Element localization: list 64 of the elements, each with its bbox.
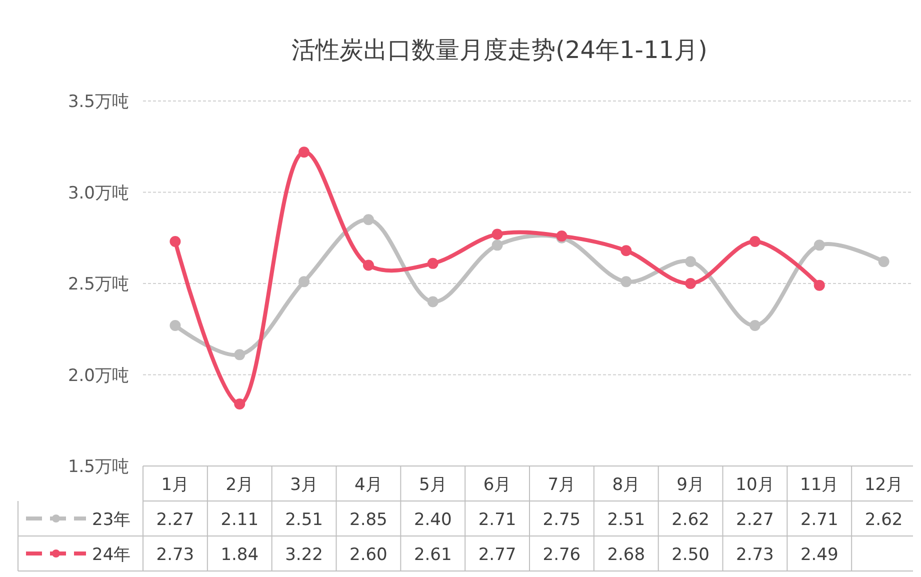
data-label: 2.11 [220, 510, 259, 530]
x-tick-label: 2月 [226, 475, 254, 495]
data-label: 2.77 [478, 545, 516, 565]
point [427, 296, 438, 308]
point [620, 276, 632, 288]
data-label: 2.76 [542, 545, 581, 565]
legend-label: 24年 [92, 545, 131, 565]
point [298, 276, 310, 288]
point [492, 240, 503, 251]
data-label: 2.27 [736, 510, 774, 530]
data-label: 2.62 [864, 510, 903, 530]
x-tick-label: 4月 [354, 475, 382, 495]
y-tick-label: 2.5万吨 [68, 274, 129, 294]
data-label: 2.51 [607, 510, 646, 530]
point [749, 320, 760, 331]
x-tick-label: 10月 [736, 475, 774, 495]
data-label: 2.51 [285, 510, 323, 530]
point [814, 240, 825, 251]
point [234, 398, 246, 410]
point [362, 260, 374, 271]
data-label: 2.73 [736, 545, 774, 565]
y-tick-label: 2.0万吨 [68, 366, 129, 386]
legend-label: 23年 [92, 510, 131, 530]
point [685, 278, 696, 289]
point [814, 280, 825, 291]
point [170, 320, 181, 331]
point [749, 236, 760, 248]
y-tick-label: 3.0万吨 [68, 183, 129, 204]
data-label: 2.73 [156, 545, 194, 565]
data-label: 2.62 [672, 510, 710, 530]
y-tick-label: 3.5万吨 [68, 92, 129, 112]
data-label: 2.27 [156, 510, 194, 530]
point [362, 214, 374, 226]
point [427, 258, 438, 269]
point [492, 228, 503, 240]
data-label: 2.71 [478, 510, 516, 530]
x-tick-label: 5月 [418, 475, 447, 495]
x-tick-label: 1月 [161, 475, 190, 495]
data-label: 2.71 [800, 510, 838, 530]
point [620, 245, 632, 256]
point [298, 146, 310, 158]
chart-title: 活性炭出口数量月度走势(24年1-11月) [292, 36, 708, 64]
data-label: 2.68 [607, 545, 646, 565]
x-tick-label: 12月 [864, 475, 904, 495]
y-tick-label: 1.5万吨 [68, 457, 129, 477]
x-tick-label: 6月 [483, 475, 512, 495]
data-label: 2.85 [350, 510, 388, 530]
x-tick-label: 8月 [612, 475, 640, 495]
data-label: 3.22 [285, 545, 323, 565]
x-tick-label: 7月 [548, 475, 576, 495]
data-label: 2.75 [542, 510, 581, 530]
data-label: 2.50 [672, 545, 710, 565]
x-tick-label: 11月 [800, 475, 839, 495]
data-label: 2.49 [800, 545, 838, 565]
point [170, 236, 181, 248]
point [234, 349, 246, 360]
point [685, 256, 696, 268]
x-tick-label: 9月 [676, 475, 704, 495]
x-tick-label: 3月 [290, 475, 318, 495]
data-label: 2.61 [414, 545, 452, 565]
data-label: 1.84 [220, 545, 259, 565]
data-label: 2.40 [414, 510, 452, 530]
data-label: 2.60 [350, 545, 388, 565]
point [878, 256, 890, 268]
